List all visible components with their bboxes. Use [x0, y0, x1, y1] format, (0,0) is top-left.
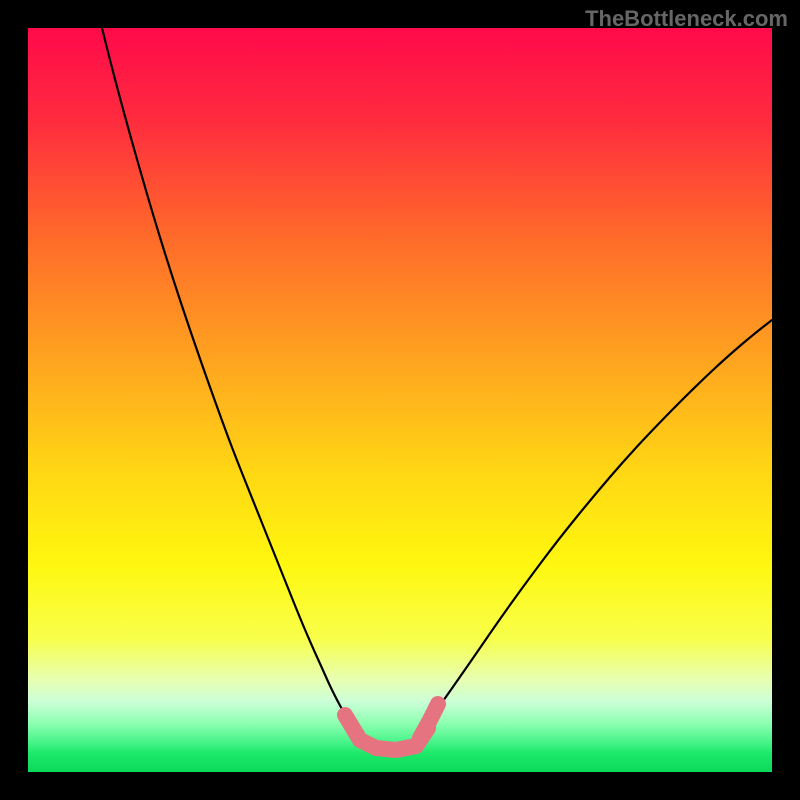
curve_right — [424, 320, 772, 725]
highlight-segment-1 — [420, 704, 438, 738]
curves-layer — [28, 28, 772, 772]
plot-area — [28, 28, 772, 772]
chart-container: TheBottleneck.com — [0, 0, 800, 800]
curve_left — [102, 28, 352, 725]
watermark-text: TheBottleneck.com — [585, 6, 788, 32]
